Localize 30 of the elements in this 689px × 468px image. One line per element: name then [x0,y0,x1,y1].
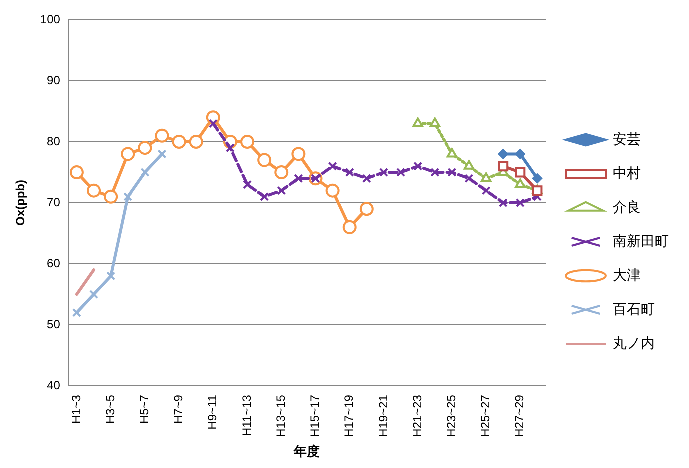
legend-label: 丸ノ内 [613,334,655,351]
x-axis-title: 年度 [293,444,320,459]
x-tick-label: H3~5 [103,394,118,424]
x-tick-label: H9~11 [206,394,220,430]
x-tick-label: H5~7 [137,394,152,424]
x-tick-label: H1~3 [69,394,84,424]
x-tick-label: H13~15 [274,394,288,438]
x-tick-label: H21~23 [410,394,424,438]
x-tick-label: H15~17 [308,394,322,438]
x-tick-label: H7~9 [172,394,186,424]
legend-label: 百石町 [613,300,655,317]
y-axis-title: Ox(ppb) [14,180,28,226]
x-tick-label: H23~25 [444,394,458,438]
x-tick-label: H19~21 [376,394,390,438]
y-tick-label: 80 [47,134,61,148]
y-tick-label: 100 [40,12,61,26]
y-tick-label: 70 [47,195,61,210]
y-tick-label: 50 [47,317,61,332]
x-tick-label: H11~13 [240,394,254,437]
y-tick-label: 90 [47,73,61,88]
legend-label: 大津 [613,266,641,283]
x-tick-label: H27~29 [512,394,527,438]
x-tick-label: H17~19 [342,394,356,438]
legend-label: 中村 [613,164,641,181]
y-tick-label: 60 [47,256,61,270]
legend-label: 介良 [613,198,641,215]
legend-label: 安芸 [613,130,641,147]
x-tick-label: H25~27 [478,394,493,438]
y-tick-label: 40 [47,378,61,392]
legend-label: 南新田町 [613,232,669,249]
